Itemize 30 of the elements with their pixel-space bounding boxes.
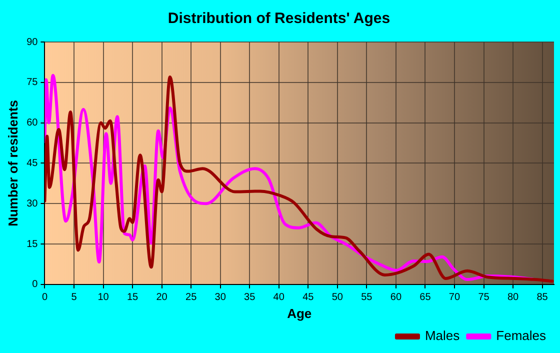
- x-tick-label: 65: [420, 292, 432, 304]
- x-tick-label: 75: [478, 292, 490, 304]
- x-tick-label: 35: [244, 292, 256, 304]
- y-tick-label: 0: [32, 279, 38, 290]
- x-tick-label: 10: [98, 292, 110, 304]
- y-axis-title: Number of residents: [5, 100, 20, 226]
- x-tick-label: 55: [361, 292, 373, 304]
- y-tick-label: 75: [26, 77, 38, 88]
- x-tick-label: 60: [390, 292, 402, 304]
- y-tick-label: 60: [26, 118, 38, 129]
- x-tick-label: 15: [126, 292, 139, 304]
- x-tick-label: 70: [448, 292, 460, 304]
- y-tick-label: 30: [26, 198, 38, 210]
- chart-title: Distribution of Residents' Ages: [168, 10, 390, 28]
- x-tick-label: 5: [71, 292, 78, 304]
- x-axis-title: Age: [287, 306, 312, 321]
- y-tick-label: 45: [26, 158, 38, 169]
- x-tick-label: 80: [507, 292, 520, 304]
- legend-label: Females: [496, 328, 546, 344]
- x-tick-label: 50: [332, 292, 344, 304]
- x-tick-label: 45: [302, 292, 314, 304]
- x-tick-label: 85: [536, 292, 548, 304]
- x-tick-label: 0: [42, 292, 48, 304]
- x-tick-label: 20: [156, 292, 168, 304]
- y-tick-label: 90: [26, 36, 38, 48]
- legend-label: Males: [424, 328, 460, 344]
- x-tick-label: 40: [273, 292, 285, 304]
- x-tick-label: 30: [214, 292, 226, 304]
- y-tick-label: 15: [26, 238, 38, 250]
- x-tick-label: 25: [186, 292, 198, 304]
